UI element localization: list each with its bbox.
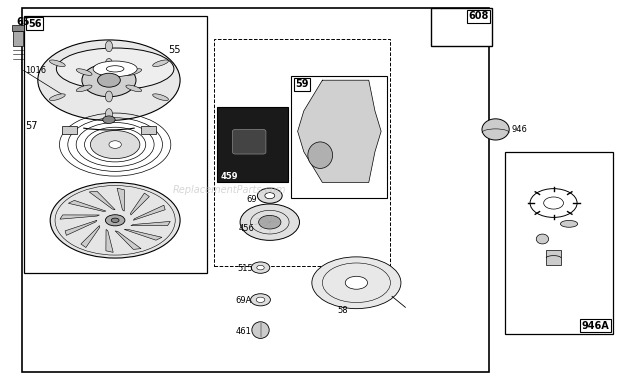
Text: 69A: 69A — [236, 296, 252, 306]
Polygon shape — [115, 231, 141, 249]
Ellipse shape — [153, 60, 169, 66]
Ellipse shape — [93, 61, 137, 77]
Text: 65: 65 — [16, 16, 30, 27]
Text: 946A: 946A — [582, 321, 609, 331]
Polygon shape — [89, 191, 115, 210]
Text: 1016: 1016 — [25, 66, 46, 75]
Text: 69: 69 — [246, 195, 257, 204]
Ellipse shape — [308, 142, 332, 168]
Ellipse shape — [109, 141, 122, 148]
Polygon shape — [60, 215, 99, 219]
Circle shape — [257, 265, 264, 270]
Ellipse shape — [50, 60, 65, 66]
Text: 59: 59 — [295, 79, 309, 89]
Ellipse shape — [482, 119, 509, 140]
Circle shape — [251, 262, 270, 273]
Polygon shape — [81, 226, 100, 247]
Polygon shape — [65, 220, 97, 235]
Circle shape — [256, 297, 265, 302]
Circle shape — [82, 64, 136, 97]
Circle shape — [103, 116, 115, 124]
Ellipse shape — [345, 276, 368, 289]
Text: 58: 58 — [338, 306, 348, 315]
Ellipse shape — [536, 234, 549, 244]
Text: ReplacementParts.com: ReplacementParts.com — [173, 185, 286, 195]
Bar — [13, 31, 23, 46]
Text: 608: 608 — [468, 11, 489, 21]
Ellipse shape — [312, 257, 401, 309]
Ellipse shape — [105, 41, 112, 52]
Ellipse shape — [560, 220, 578, 227]
Ellipse shape — [126, 69, 141, 75]
Ellipse shape — [105, 91, 112, 102]
Bar — [217, 107, 288, 182]
Polygon shape — [131, 222, 170, 226]
Ellipse shape — [38, 40, 180, 120]
Polygon shape — [68, 200, 106, 211]
Ellipse shape — [56, 48, 174, 90]
FancyBboxPatch shape — [232, 130, 266, 154]
Ellipse shape — [76, 69, 92, 75]
Circle shape — [250, 294, 270, 306]
Polygon shape — [133, 205, 165, 220]
Polygon shape — [298, 80, 381, 182]
Text: 946: 946 — [511, 125, 527, 134]
Ellipse shape — [91, 131, 140, 158]
Text: 515: 515 — [237, 264, 254, 273]
Text: 459: 459 — [220, 171, 238, 180]
Circle shape — [265, 193, 275, 199]
Ellipse shape — [105, 109, 112, 120]
Circle shape — [259, 215, 281, 229]
Ellipse shape — [105, 59, 112, 69]
Ellipse shape — [252, 322, 269, 339]
Circle shape — [97, 73, 120, 87]
Bar — [63, 126, 78, 135]
Text: 57: 57 — [25, 120, 38, 131]
Ellipse shape — [50, 94, 65, 100]
Bar — [291, 76, 388, 198]
Circle shape — [240, 204, 299, 241]
Ellipse shape — [153, 94, 169, 100]
Ellipse shape — [111, 218, 119, 222]
Ellipse shape — [105, 215, 125, 226]
Bar — [505, 152, 613, 334]
Bar — [141, 126, 156, 135]
Polygon shape — [117, 188, 125, 211]
Ellipse shape — [50, 182, 180, 258]
Bar — [22, 8, 489, 372]
Bar — [12, 25, 24, 31]
Ellipse shape — [126, 85, 141, 92]
Text: 55: 55 — [168, 45, 180, 55]
Bar — [24, 16, 206, 273]
Circle shape — [257, 188, 282, 203]
Ellipse shape — [106, 66, 124, 72]
Polygon shape — [124, 229, 162, 240]
Text: 461: 461 — [236, 328, 252, 336]
Polygon shape — [130, 193, 149, 215]
Text: 56: 56 — [28, 19, 42, 29]
Ellipse shape — [76, 85, 92, 92]
Bar — [431, 8, 492, 46]
Bar — [546, 250, 561, 266]
Text: 456: 456 — [239, 224, 255, 233]
Polygon shape — [106, 230, 113, 252]
Bar — [214, 38, 391, 266]
